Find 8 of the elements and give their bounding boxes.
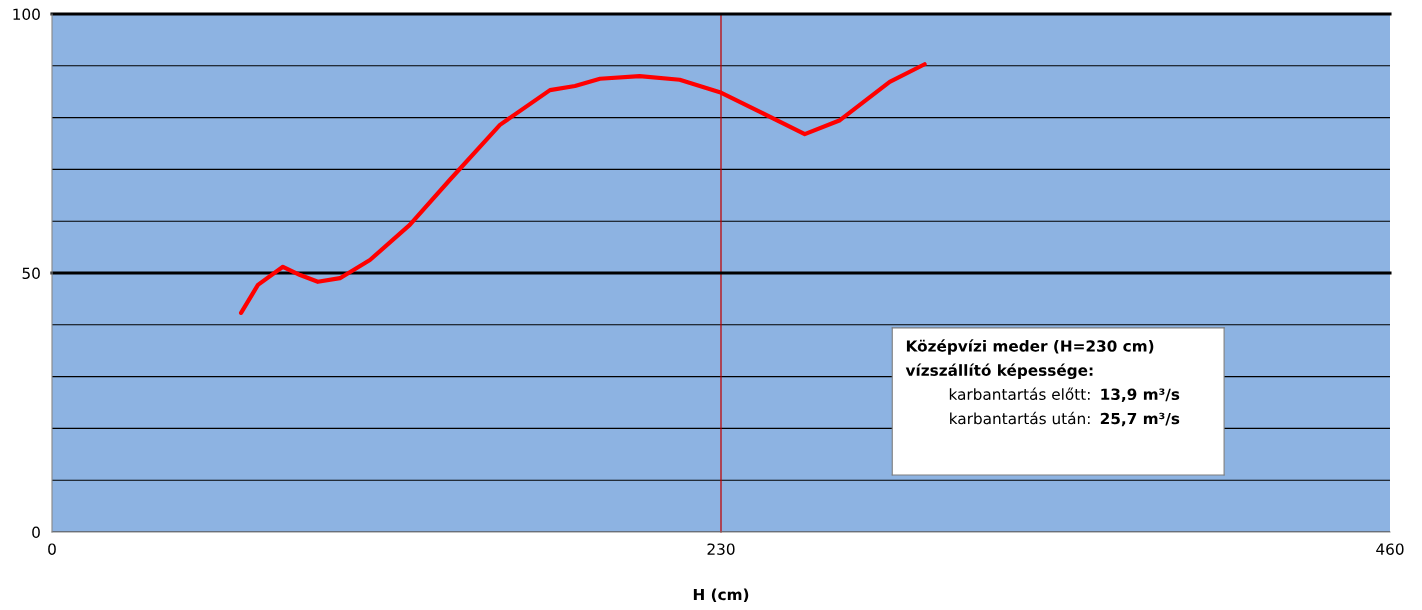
x-axis-title: H (cm) <box>693 588 749 603</box>
x-tick-label: 0 <box>48 543 56 555</box>
y-tick-label: 0 <box>32 526 40 539</box>
x-tick-label: 460 <box>1376 543 1404 555</box>
y-tick-label: 50 <box>22 267 40 280</box>
x-tick-label: 230 <box>707 543 735 555</box>
y-tick-label: 100 <box>13 8 40 21</box>
line-series <box>238 62 927 315</box>
